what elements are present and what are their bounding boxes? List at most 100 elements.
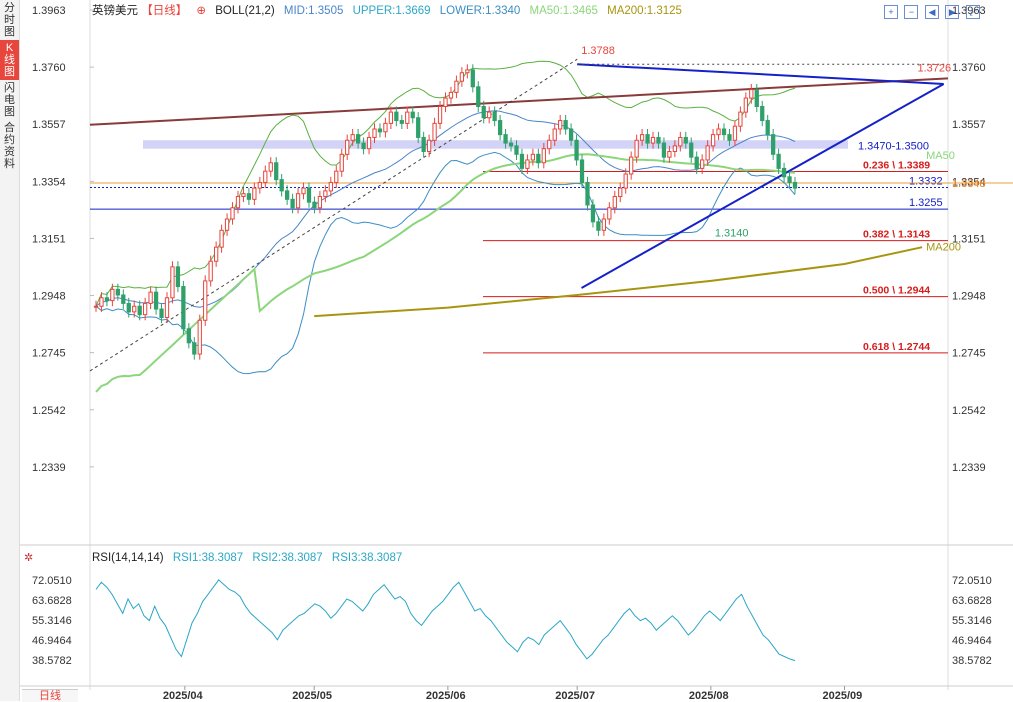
candle-body [274, 162, 279, 181]
indicator-label[interactable]: BOLL(21,2) [215, 5, 275, 17]
main-header: 英镑美元 【日线】 ⊕ BOLL(21,2) MID:1.3505 UPPER:… [92, 2, 688, 18]
ma50-line [95, 153, 796, 393]
candle-body [416, 117, 421, 138]
candle-body [590, 204, 596, 223]
candle-body [301, 187, 306, 195]
toolbar: + − ◀ ▶ ⤢ [882, 2, 980, 20]
candle-body [508, 142, 514, 147]
candle-body [93, 305, 99, 308]
candle-body [541, 148, 546, 164]
rsi-tick-left-0: 72.0510 [32, 575, 72, 587]
ma200-line [314, 246, 923, 318]
y-tick-left-6: 1.2745 [32, 348, 66, 360]
candle-body [629, 156, 634, 175]
candle-body [181, 286, 186, 330]
candle-body [126, 302, 131, 313]
y-tick-left-1: 1.3760 [32, 62, 66, 74]
candle-body [214, 246, 219, 262]
rsi-tick-left-3: 46.9464 [32, 635, 72, 647]
candle-body [787, 176, 792, 183]
candle-body [694, 156, 699, 169]
annotation-1: 1.3726 [918, 63, 952, 75]
rsi-tick-left-4: 38.5782 [32, 655, 72, 667]
price-line-label-1: 1.3255 [909, 197, 943, 209]
candle-body [295, 193, 301, 209]
rsi-tick-right-4: 38.5782 [952, 655, 992, 667]
candle-body [399, 120, 404, 124]
candle-body [421, 136, 426, 153]
candle-body [268, 162, 273, 172]
zoom-in-icon[interactable]: + [884, 5, 898, 19]
x-tick-0: 2025/04 [163, 690, 204, 701]
support-zone [143, 140, 848, 149]
candle-body [197, 319, 202, 355]
candle-body [388, 111, 394, 124]
rsi2-value: RSI2:38.3087 [252, 552, 323, 564]
candle-body [377, 128, 383, 133]
candle-body [454, 80, 459, 93]
candle-body [99, 297, 104, 307]
trendline-upper-trend [577, 63, 944, 85]
candle-body [224, 218, 230, 231]
zoom-out-icon[interactable]: − [904, 5, 919, 19]
candle-body [192, 342, 197, 355]
y-tick-left-8: 1.2339 [32, 462, 66, 474]
candle-body [366, 136, 372, 150]
candle-body [383, 122, 388, 133]
candle-body [153, 291, 159, 310]
price-line-label-0: 1.3332 [909, 176, 943, 188]
fib-label-3: 0.618 \ 1.2744 [863, 341, 930, 353]
period-tab-daily[interactable]: 日线 [22, 689, 78, 702]
period-label[interactable]: 【日线】 [141, 5, 188, 17]
candle-body [405, 111, 410, 124]
rsi3-value: RSI3:38.3087 [331, 552, 403, 564]
annotation-2: 1.3140 [715, 228, 749, 240]
fullscreen-icon[interactable]: ⤢ [965, 5, 980, 19]
sidebar-tab-0[interactable]: 分时图 [4, 2, 15, 38]
candle-body [568, 128, 574, 141]
candle-body [246, 193, 252, 200]
rsi-tick-left-2: 55.3146 [32, 615, 72, 627]
sidebar-tab-2[interactable]: 闪电图 [4, 82, 15, 118]
settings-icon[interactable]: ✲ [24, 552, 34, 564]
candle-body [743, 97, 748, 113]
left-icon[interactable]: ◀ [924, 5, 939, 19]
candle-body [426, 139, 432, 153]
ma50-value: MA50:1.3465 [529, 5, 598, 17]
candle-body [601, 218, 607, 231]
candle-body [443, 97, 448, 107]
candle-body [323, 190, 328, 198]
candle-body [721, 128, 727, 136]
candle-body [552, 128, 557, 141]
x-tick-5: 2025/09 [823, 690, 863, 701]
candle-body [618, 187, 623, 198]
x-tick-1: 2025/05 [292, 690, 332, 701]
candle-body [781, 167, 787, 178]
candle-body [683, 136, 688, 144]
candle-body [110, 288, 115, 302]
y-tick-left-0: 1.3963 [32, 5, 66, 17]
rsi-header: RSI(14,14,14) RSI1:38.3087 RSI2:38.3087 … [92, 552, 408, 564]
rsi-tick-right-3: 46.9464 [952, 635, 992, 647]
annotation-4: MA200 [926, 242, 961, 254]
right-icon[interactable]: ▶ [945, 5, 960, 19]
candle-body [481, 105, 486, 119]
candle-body [306, 187, 312, 203]
candle-body [317, 196, 323, 209]
plus-icon[interactable]: ⊕ [196, 5, 207, 17]
candle-body [410, 111, 415, 119]
candle-body [328, 181, 333, 192]
candle-body [710, 134, 716, 147]
candle-body [203, 280, 208, 321]
candle-body [612, 196, 617, 209]
candle-body [749, 89, 754, 99]
candle-body [585, 181, 590, 206]
x-tick-3: 2025/07 [555, 690, 595, 701]
sidebar-tab-3[interactable]: 合约资料 [4, 122, 15, 170]
candle-body [716, 128, 721, 136]
candle-body [170, 266, 175, 299]
candle-body [760, 105, 765, 122]
rsi-tick-right-0: 72.0510 [952, 575, 992, 587]
